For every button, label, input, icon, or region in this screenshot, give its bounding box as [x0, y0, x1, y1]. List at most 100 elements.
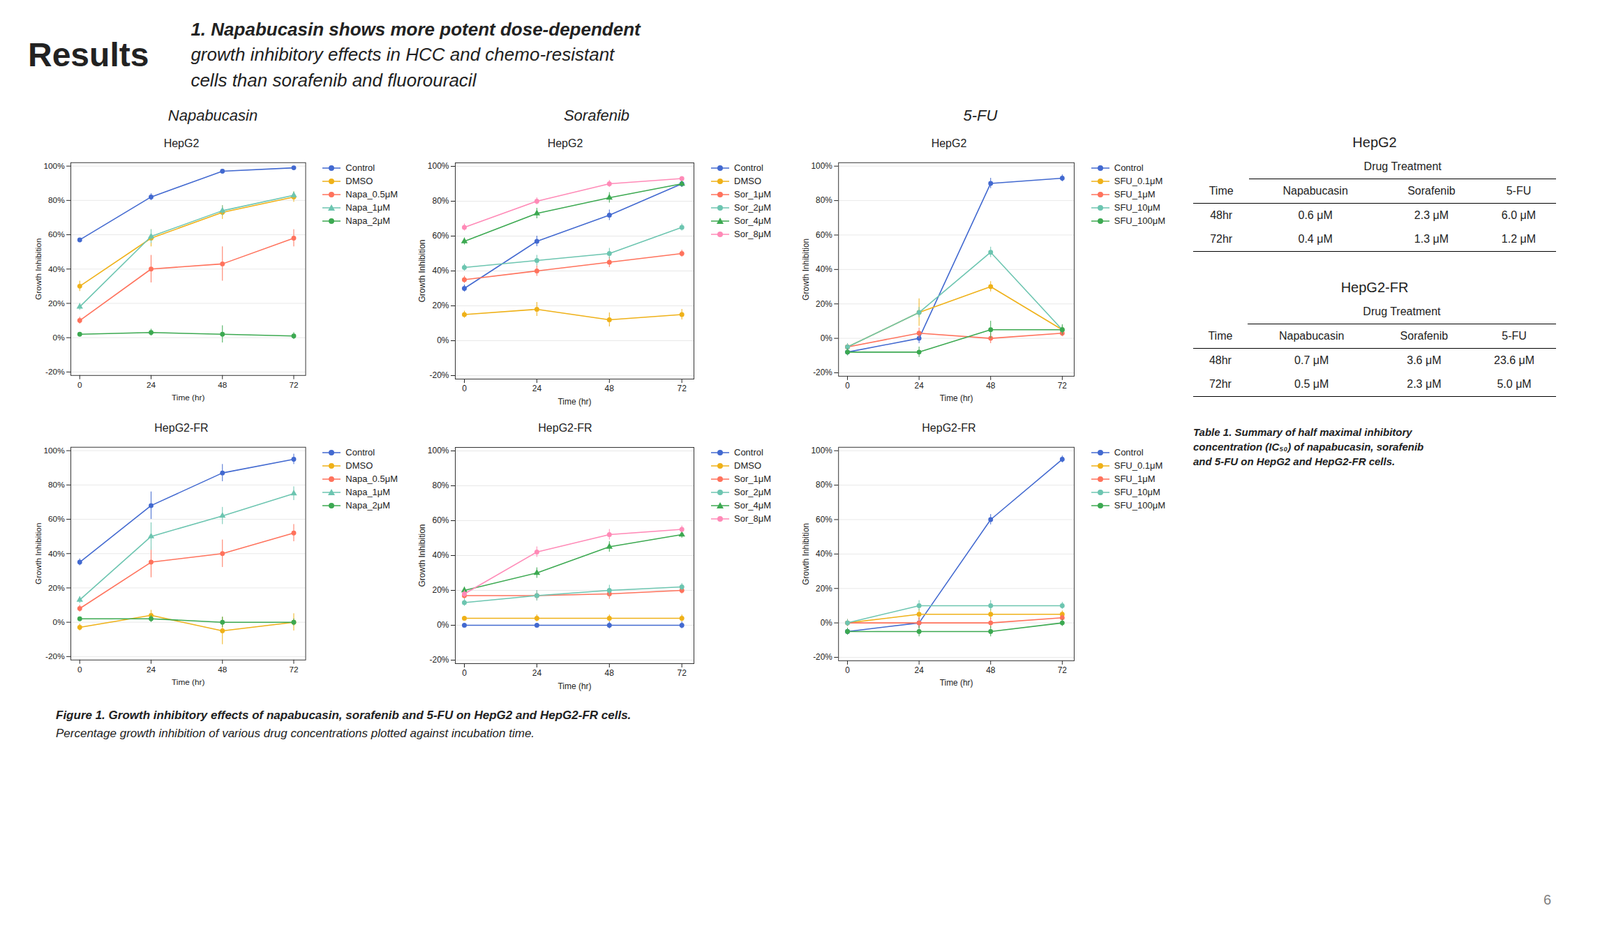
- svg-text:Growth Inhibition: Growth Inhibition: [417, 240, 428, 303]
- html-text:Results: Results: [27, 36, 149, 74]
- svg-text:-20%: -20%: [812, 367, 833, 378]
- svg-text:20%: 20%: [815, 584, 833, 594]
- html-text:HepG2-FR: HepG2-FR: [154, 422, 209, 435]
- svg-text:40%: 40%: [48, 264, 65, 275]
- svg-text:Time (hr): Time (hr): [939, 678, 974, 689]
- svg-text:0: 0: [461, 668, 467, 679]
- svg-text:100%: 100%: [427, 161, 450, 172]
- svg-text:80%: 80%: [48, 195, 65, 206]
- svg-text:Growth Inhibition: Growth Inhibition: [801, 238, 811, 301]
- svg-text:100%: 100%: [43, 445, 65, 456]
- html-text:1. Napabucasin shows more pote: 1. Napabucasin shows more potent dose-de…: [190, 18, 641, 40]
- html-text:HepG2: HepG2: [547, 137, 583, 150]
- svg-text:0%: 0%: [436, 621, 450, 631]
- svg-text:60%: 60%: [815, 514, 833, 525]
- svg-text:0%: 0%: [436, 336, 450, 347]
- svg-text:100%: 100%: [43, 161, 65, 171]
- svg-text:Time (hr): Time (hr): [939, 393, 974, 404]
- svg-text:Time (hr): Time (hr): [171, 392, 205, 403]
- svg-text:24: 24: [532, 383, 543, 394]
- svg-text:72: 72: [677, 383, 688, 394]
- svg-text:20%: 20%: [48, 298, 65, 309]
- svg-text:80%: 80%: [431, 196, 449, 207]
- svg-text:48: 48: [985, 380, 996, 391]
- svg-text:Growth Inhibition: Growth Inhibition: [33, 523, 44, 586]
- svg-text:0: 0: [77, 664, 83, 675]
- svg-text:100%: 100%: [811, 161, 834, 171]
- svg-text:48: 48: [217, 380, 228, 391]
- svg-text:48: 48: [604, 668, 615, 679]
- svg-text:Growth Inhibition: Growth Inhibition: [33, 238, 44, 301]
- svg-text:20%: 20%: [431, 586, 449, 596]
- svg-text:48: 48: [985, 665, 996, 676]
- svg-text:60%: 60%: [431, 516, 449, 527]
- html-text:HepG2-FR: HepG2-FR: [538, 422, 593, 435]
- svg-text:72: 72: [288, 380, 298, 391]
- svg-text:0: 0: [845, 665, 850, 676]
- html-text:HepG2: HepG2: [1352, 134, 1397, 151]
- svg-text:24: 24: [914, 380, 925, 391]
- svg-text:40%: 40%: [815, 549, 833, 559]
- html-text:HepG2-FR: HepG2-FR: [921, 422, 976, 435]
- svg-text:Time (hr): Time (hr): [557, 397, 592, 407]
- html-text:Drug Treatment: Drug Treatment: [1363, 160, 1442, 173]
- svg-text:80%: 80%: [431, 481, 449, 492]
- svg-text:48: 48: [604, 383, 615, 394]
- svg-text:-20%: -20%: [45, 367, 65, 377]
- svg-text:24: 24: [146, 664, 157, 675]
- svg-text:0: 0: [461, 383, 467, 394]
- svg-text:-20%: -20%: [812, 652, 833, 663]
- svg-text:0%: 0%: [820, 333, 834, 344]
- svg-text:Time (hr): Time (hr): [171, 677, 205, 688]
- svg-text:60%: 60%: [815, 230, 833, 241]
- svg-text:80%: 80%: [815, 480, 833, 491]
- html-text:Time: Time: [1209, 184, 1234, 197]
- svg-text:72: 72: [1057, 665, 1067, 676]
- svg-text:72: 72: [288, 664, 298, 675]
- svg-text:Growth Inhibition: Growth Inhibition: [417, 524, 428, 588]
- svg-text:-20%: -20%: [45, 651, 65, 662]
- svg-text:0%: 0%: [820, 618, 834, 628]
- html-text:0.6 μM: 0.6 μM: [1298, 209, 1333, 222]
- html-text:Percentage growth inhibition o: Percentage growth inhibition of various …: [55, 726, 535, 741]
- svg-text:24: 24: [914, 665, 925, 676]
- svg-text:72: 72: [677, 668, 688, 679]
- svg-text:Growth Inhibition: Growth Inhibition: [801, 523, 811, 586]
- html-text:Table 1. Summary of half maxim: Table 1. Summary of half maximal inhibit…: [1193, 426, 1424, 468]
- html-text:Sorafenib: Sorafenib: [563, 106, 630, 125]
- svg-text:24: 24: [146, 380, 157, 391]
- svg-text:-20%: -20%: [429, 371, 449, 381]
- svg-text:0%: 0%: [53, 332, 66, 343]
- svg-text:60%: 60%: [48, 230, 65, 241]
- html-text:Figure 1. Growth inhibitory ef: Figure 1. Growth inhibitory effects of n…: [55, 709, 631, 723]
- svg-text:48: 48: [217, 664, 228, 675]
- html-text:Napabucasin: Napabucasin: [168, 106, 258, 125]
- svg-text:0: 0: [845, 380, 850, 391]
- html-text:growth inhibitory effects in H: growth inhibitory effects in HCC and che…: [190, 44, 615, 66]
- svg-text:60%: 60%: [431, 231, 449, 242]
- html-text:5-FU: 5-FU: [963, 106, 998, 125]
- svg-text:20%: 20%: [431, 301, 449, 312]
- svg-text:40%: 40%: [815, 264, 833, 275]
- svg-text:0%: 0%: [53, 617, 66, 628]
- svg-text:40%: 40%: [431, 551, 449, 562]
- svg-text:80%: 80%: [48, 480, 65, 490]
- svg-text:60%: 60%: [48, 514, 65, 525]
- svg-text:100%: 100%: [811, 445, 834, 456]
- svg-text:20%: 20%: [48, 583, 65, 594]
- svg-text:24: 24: [532, 668, 543, 679]
- html-text:48hr: 48hr: [1210, 209, 1233, 222]
- html-text:HepG2-FR: HepG2-FR: [1340, 279, 1409, 296]
- svg-text:Time (hr): Time (hr): [557, 681, 592, 692]
- svg-text:-20%: -20%: [429, 655, 449, 666]
- svg-text:72: 72: [1057, 380, 1067, 391]
- svg-text:40%: 40%: [48, 549, 65, 559]
- html-text:cells than sorafenib and fluor: cells than sorafenib and fluorouracil: [190, 69, 477, 91]
- html-text:HepG2: HepG2: [931, 137, 967, 150]
- svg-text:80%: 80%: [815, 196, 833, 206]
- svg-text:100%: 100%: [427, 446, 450, 457]
- html-text:HepG2: HepG2: [163, 137, 200, 150]
- svg-text:0: 0: [77, 380, 83, 391]
- svg-text:40%: 40%: [431, 266, 449, 277]
- svg-text:20%: 20%: [815, 299, 833, 310]
